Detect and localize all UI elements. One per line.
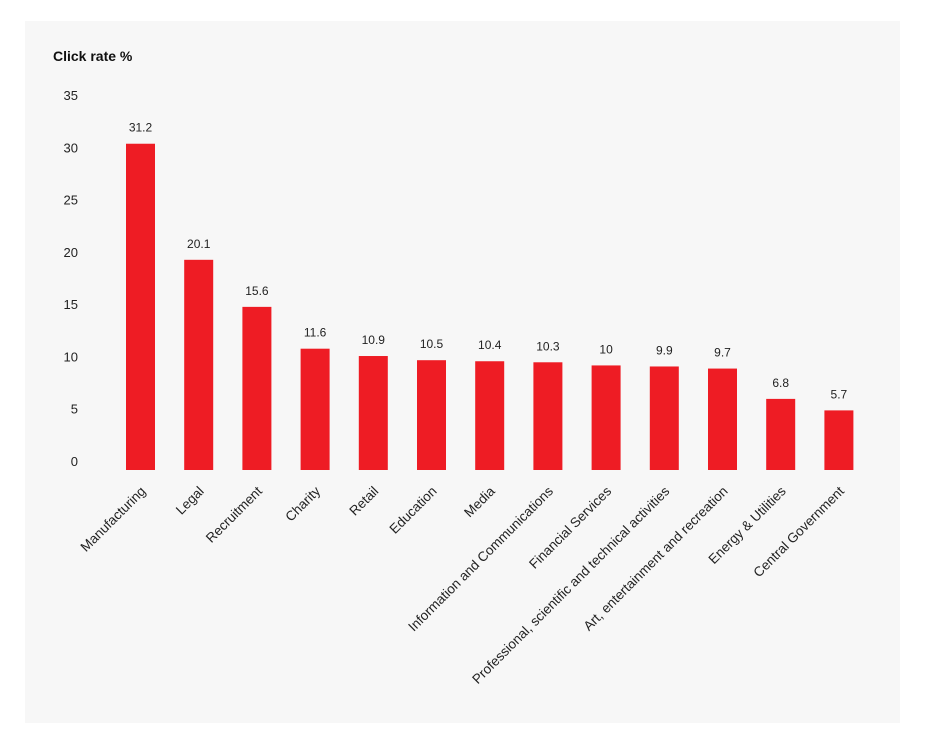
- bar: [824, 410, 854, 470]
- y-tick-label: 35: [64, 88, 78, 103]
- bar: [242, 306, 272, 470]
- y-tick-label: 5: [71, 402, 78, 417]
- value-label: 10.9: [362, 333, 386, 347]
- y-axis-label: Click rate %: [53, 48, 133, 64]
- bar: [591, 365, 621, 470]
- y-tick-label: 10: [64, 349, 78, 364]
- bar: [708, 368, 737, 470]
- y-axis-ticks: 0 5 10 15 20 25 30 35: [64, 88, 78, 469]
- bar: [533, 362, 563, 470]
- value-label: 10.4: [478, 338, 502, 352]
- value-label: 20.1: [187, 237, 211, 251]
- value-label: 10.5: [420, 337, 444, 351]
- bar: [126, 143, 155, 471]
- bar: [417, 360, 446, 470]
- chart-panel: [25, 21, 900, 723]
- value-labels: 31.2 20.1 15.6 11.6 10.9 10.5 10.4 10.3 10 9.9 9.7…: [129, 121, 848, 402]
- category-label: Retail: [346, 484, 381, 519]
- category-label: Media: [461, 483, 498, 520]
- value-label: 10: [599, 342, 613, 356]
- y-tick-label: 0: [71, 454, 78, 469]
- value-label: 10.3: [536, 339, 560, 353]
- bar: [475, 361, 505, 470]
- bar: [300, 348, 330, 470]
- y-tick-label: 15: [64, 297, 78, 312]
- category-label: Charity: [282, 483, 323, 524]
- y-tick-label: 30: [64, 140, 78, 155]
- value-label: 9.9: [656, 343, 673, 357]
- bar: [649, 366, 679, 470]
- bar: [766, 398, 796, 470]
- value-label: 31.2: [129, 121, 153, 135]
- bar: [184, 259, 214, 470]
- category-label: Manufacturing: [78, 484, 149, 555]
- value-label: 15.6: [245, 284, 269, 298]
- category-label: Legal: [173, 484, 207, 518]
- value-label: 6.8: [772, 376, 789, 390]
- value-label: 5.7: [831, 387, 848, 401]
- category-label: Professional, scientific and technical a…: [469, 483, 672, 686]
- value-label: 9.7: [714, 346, 731, 360]
- value-label: 11.6: [304, 326, 327, 340]
- y-tick-label: 20: [64, 245, 78, 260]
- bars: [126, 143, 854, 471]
- category-label: Recruitment: [203, 483, 265, 545]
- bar: [358, 356, 388, 470]
- y-tick-label: 25: [64, 193, 78, 208]
- category-label: Education: [387, 484, 440, 537]
